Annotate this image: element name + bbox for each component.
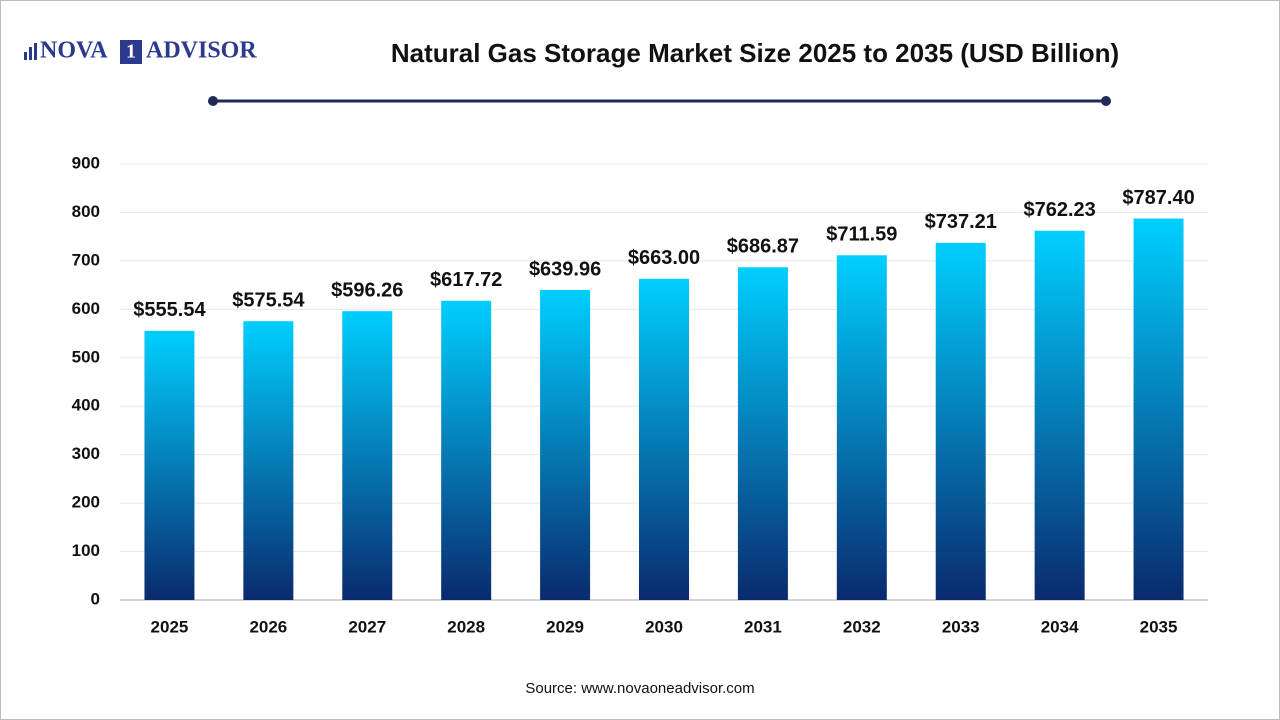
- logo-text: ADVISOR: [146, 38, 257, 64]
- y-tick-label: 400: [72, 396, 100, 415]
- rule-dot: [208, 96, 218, 106]
- x-tick-label: 2031: [744, 617, 782, 636]
- value-label: $663.00: [628, 247, 700, 269]
- logo-text: NOVA: [40, 38, 108, 64]
- y-tick-label: 100: [72, 541, 100, 560]
- value-label: $787.40: [1122, 187, 1194, 209]
- value-label: $737.21: [925, 211, 997, 233]
- x-tick-label: 2028: [447, 617, 485, 636]
- bar: [540, 289, 591, 600]
- bar: [737, 267, 788, 600]
- y-tick-label: 900: [72, 153, 100, 172]
- y-tick-label: 300: [72, 444, 100, 463]
- bar: [1133, 218, 1184, 600]
- value-label: $686.87: [727, 236, 799, 258]
- y-tick-label: 800: [72, 202, 100, 221]
- x-tick-label: 2035: [1140, 617, 1178, 636]
- value-label: $555.54: [133, 299, 206, 321]
- value-label: $596.26: [331, 279, 403, 301]
- value-label: $639.96: [529, 258, 601, 280]
- x-tick-label: 2032: [843, 617, 881, 636]
- x-tick-label: 2030: [645, 617, 683, 636]
- value-label: $617.72: [430, 269, 502, 291]
- value-label: $762.23: [1023, 199, 1095, 221]
- bar: [243, 321, 294, 600]
- y-tick-label: 700: [72, 250, 100, 269]
- bar: [342, 311, 393, 600]
- logo: NOVA 1 ADVISOR: [24, 38, 257, 64]
- x-tick-label: 2034: [1041, 617, 1079, 636]
- x-tick-label: 2029: [546, 617, 584, 636]
- bar: [639, 278, 689, 600]
- x-tick-label: 2027: [348, 617, 386, 636]
- bar: [935, 242, 986, 600]
- y-tick-label: 600: [72, 299, 100, 318]
- y-tick-label: 0: [91, 589, 100, 608]
- value-label: $711.59: [826, 224, 897, 246]
- bar: [144, 330, 195, 600]
- y-tick-label: 200: [72, 493, 100, 512]
- bar: [1034, 230, 1085, 600]
- chart-title: Natural Gas Storage Market Size 2025 to …: [391, 38, 1119, 68]
- bar: [441, 300, 492, 600]
- value-label: $575.54: [232, 289, 305, 311]
- bar: [836, 255, 887, 601]
- source: Source: www.novaoneadvisor.com: [525, 680, 754, 697]
- x-tick-label: 2033: [942, 617, 980, 636]
- x-tick-label: 2025: [151, 617, 189, 636]
- y-tick-label: 500: [72, 347, 100, 366]
- rule-dot: [1101, 96, 1111, 106]
- x-tick-label: 2026: [249, 617, 287, 636]
- logo-mark: 1: [126, 41, 136, 63]
